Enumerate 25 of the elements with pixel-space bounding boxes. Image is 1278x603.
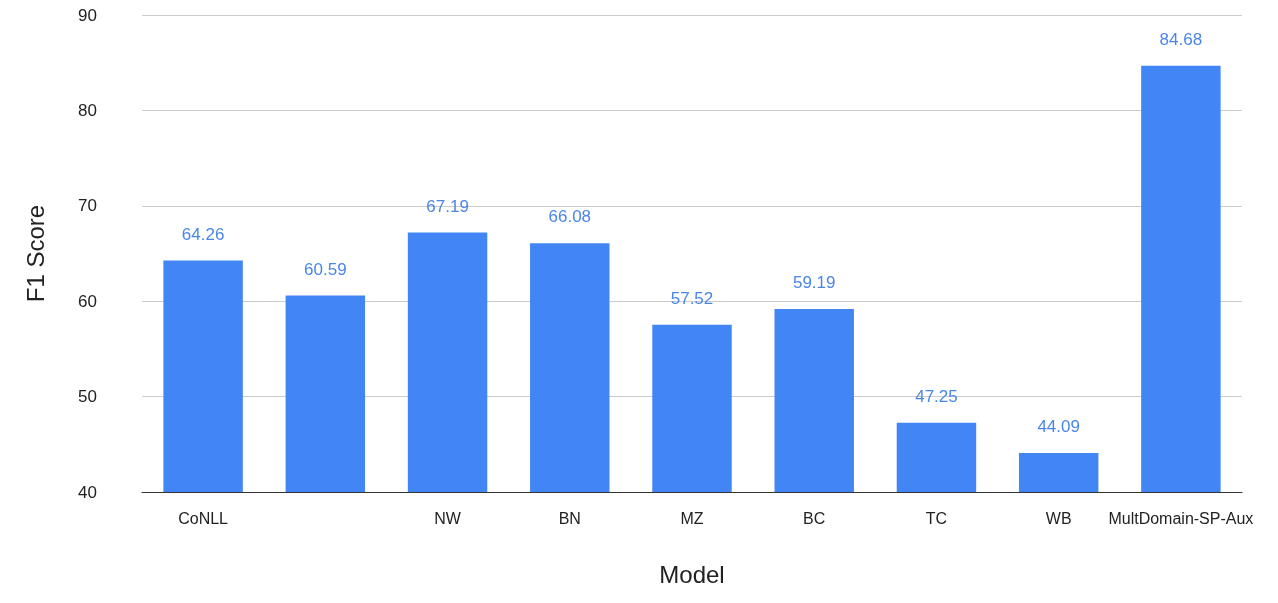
y-tick-label: 70 [78, 196, 97, 216]
y-axis-title: F1 Score [21, 204, 49, 303]
y-tick-label: 50 [78, 387, 97, 407]
x-tick-label: BN [558, 509, 581, 527]
x-axis-title: Model [659, 560, 725, 588]
x-tick-label: TC [925, 509, 948, 527]
y-tick-label: 80 [78, 100, 97, 120]
x-tick-label: BC [803, 509, 826, 527]
x-tick-label: WB [1045, 509, 1072, 527]
y-tick-label: 60 [78, 291, 97, 311]
data-label: 47.25 [915, 386, 958, 406]
data-label: 57.52 [670, 288, 714, 308]
x-tick-label: CoNLL [178, 509, 229, 527]
data-label: 66.08 [548, 207, 592, 227]
y-tick-label: 40 [78, 482, 97, 502]
data-label: 59.19 [792, 272, 836, 292]
data-label: 44.09 [1037, 416, 1080, 436]
x-tick-label: MZ [680, 509, 704, 527]
x-tick-label: MultDomain-SP-Aux [1108, 509, 1254, 527]
y-tick-label: 90 [78, 5, 97, 25]
x-tick-label: NW [434, 509, 462, 527]
data-label: 60.59 [304, 259, 347, 279]
data-label: 84.68 [1159, 29, 1203, 49]
data-label: 67.19 [426, 196, 469, 216]
data-label: 64.26 [181, 224, 225, 244]
